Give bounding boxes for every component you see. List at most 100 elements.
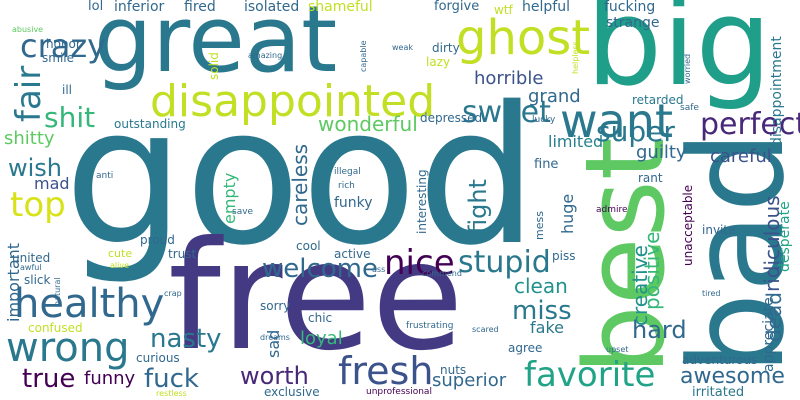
word-slick: slick	[24, 273, 51, 287]
word-exclusive: exclusive	[264, 385, 320, 399]
word-great: great	[94, 0, 338, 93]
word-lazy: lazy	[426, 55, 451, 69]
word-unprofessional: unprofessional	[366, 387, 432, 397]
word-sweet: sweet	[462, 95, 551, 130]
word-commend: commend	[422, 269, 462, 278]
word-true: true	[22, 364, 76, 394]
word-stupid: stupid	[458, 245, 551, 280]
word-cool: cool	[296, 239, 321, 253]
word-nice: nice	[384, 243, 455, 283]
word-mess: mess	[533, 211, 546, 240]
word-welcome: welcome	[262, 254, 379, 284]
word-perfect: perfect	[700, 107, 800, 142]
word-cute: cute	[108, 247, 133, 260]
word-fired: fired	[184, 0, 216, 15]
word-scared: scared	[472, 325, 499, 334]
word-trust: trust	[168, 247, 197, 261]
word-helpless: helpless	[571, 41, 580, 74]
word-proud: proud	[140, 233, 175, 247]
word-super: super	[596, 115, 675, 148]
word-adventurous: adventurous	[682, 353, 758, 367]
word-shameful: shameful	[308, 0, 373, 15]
word-inferior: inferior	[114, 0, 165, 15]
word-capable: capable	[359, 40, 368, 72]
word-nasty: nasty	[150, 324, 222, 354]
word-fair: fair	[9, 65, 49, 122]
word-outstanding: outstanding	[114, 117, 186, 131]
word-amazing: amazing	[248, 51, 283, 60]
word-loyal: loyal	[300, 328, 343, 349]
word-isolated: isolated	[244, 0, 300, 15]
word-worth: worth	[240, 362, 309, 390]
word-interesting: interesting	[415, 169, 429, 234]
word-frustrating: frustrating	[406, 321, 454, 331]
word-funny: funny	[84, 368, 136, 389]
word-natural: natural	[53, 277, 62, 306]
word-awful: awful	[20, 263, 42, 272]
word-desperate: desperate	[777, 201, 793, 272]
word-fight: fight	[464, 179, 492, 234]
word-anti: anti	[96, 171, 114, 181]
word-shitty: shitty	[4, 128, 55, 149]
word-illegal: illegal	[334, 167, 361, 177]
word-ass: ass	[372, 265, 386, 274]
word-crap: crap	[164, 289, 182, 298]
word-superior: superior	[432, 370, 507, 391]
word-wish: wish	[8, 154, 63, 182]
word-limited: limited	[548, 132, 604, 151]
word-solid: solid	[207, 52, 221, 80]
word-disappointed: disappointed	[150, 76, 436, 127]
word-strange: strange	[606, 15, 660, 31]
word-creative: creative	[628, 245, 652, 326]
word-piss: piss	[552, 249, 576, 263]
word-ill: ill	[62, 83, 73, 97]
word-clean: clean	[514, 274, 568, 298]
word-careless: careless	[288, 143, 312, 226]
word-active: active	[334, 247, 371, 261]
word-want: want	[560, 94, 674, 148]
word-curious: curious	[136, 351, 180, 365]
word-dreams: dreams	[260, 333, 290, 342]
word-rich: rich	[338, 181, 355, 191]
word-shit: shit	[44, 101, 96, 134]
word-favorite: favorite	[524, 355, 656, 395]
word-united: united	[12, 251, 51, 265]
word-free: free	[168, 210, 464, 384]
word-smile: smile	[42, 51, 74, 65]
word-lucky: lucky	[532, 115, 556, 125]
word-depressed: depressed	[420, 111, 483, 125]
word-lol: lol	[88, 0, 104, 14]
word-admire: admire	[596, 205, 628, 215]
word-nuts: nuts	[440, 363, 467, 377]
word-forgive: forgive	[434, 0, 480, 14]
word-rant: rant	[638, 171, 663, 185]
word-helpful: helpful	[522, 0, 570, 15]
word-healthy: healthy	[14, 281, 165, 327]
word-guilty: guilty	[636, 142, 687, 163]
word-disappointment: disappointment	[769, 36, 785, 146]
word-fake: fake	[530, 318, 564, 337]
word-crazy: crazy	[20, 27, 107, 65]
word-funky: funky	[334, 195, 373, 211]
word-ghost: ghost	[456, 10, 591, 66]
word-retarded: retarded	[632, 93, 684, 107]
word-tired: tired	[702, 289, 721, 298]
word-miss: miss	[512, 296, 572, 326]
word-fuck: fuck	[144, 364, 199, 394]
word-irritated: irritated	[692, 385, 745, 400]
word-alive: alive	[110, 261, 130, 270]
word-save: save	[232, 207, 254, 217]
word-awesome: awesome	[680, 364, 785, 389]
word-weak: weak	[392, 43, 413, 52]
word-grand: grand	[528, 86, 581, 107]
word-restless: restless	[156, 389, 187, 398]
word-fucking: fucking	[604, 0, 656, 15]
word-horrible: horrible	[474, 68, 544, 89]
word-top: top	[10, 185, 66, 225]
word-honor: honor	[46, 37, 81, 51]
word-appreciate: appreciate	[761, 297, 777, 372]
word-dirty: dirty	[432, 41, 460, 55]
word-unacceptable: unacceptable	[681, 184, 695, 266]
word-huge: huge	[558, 193, 577, 234]
